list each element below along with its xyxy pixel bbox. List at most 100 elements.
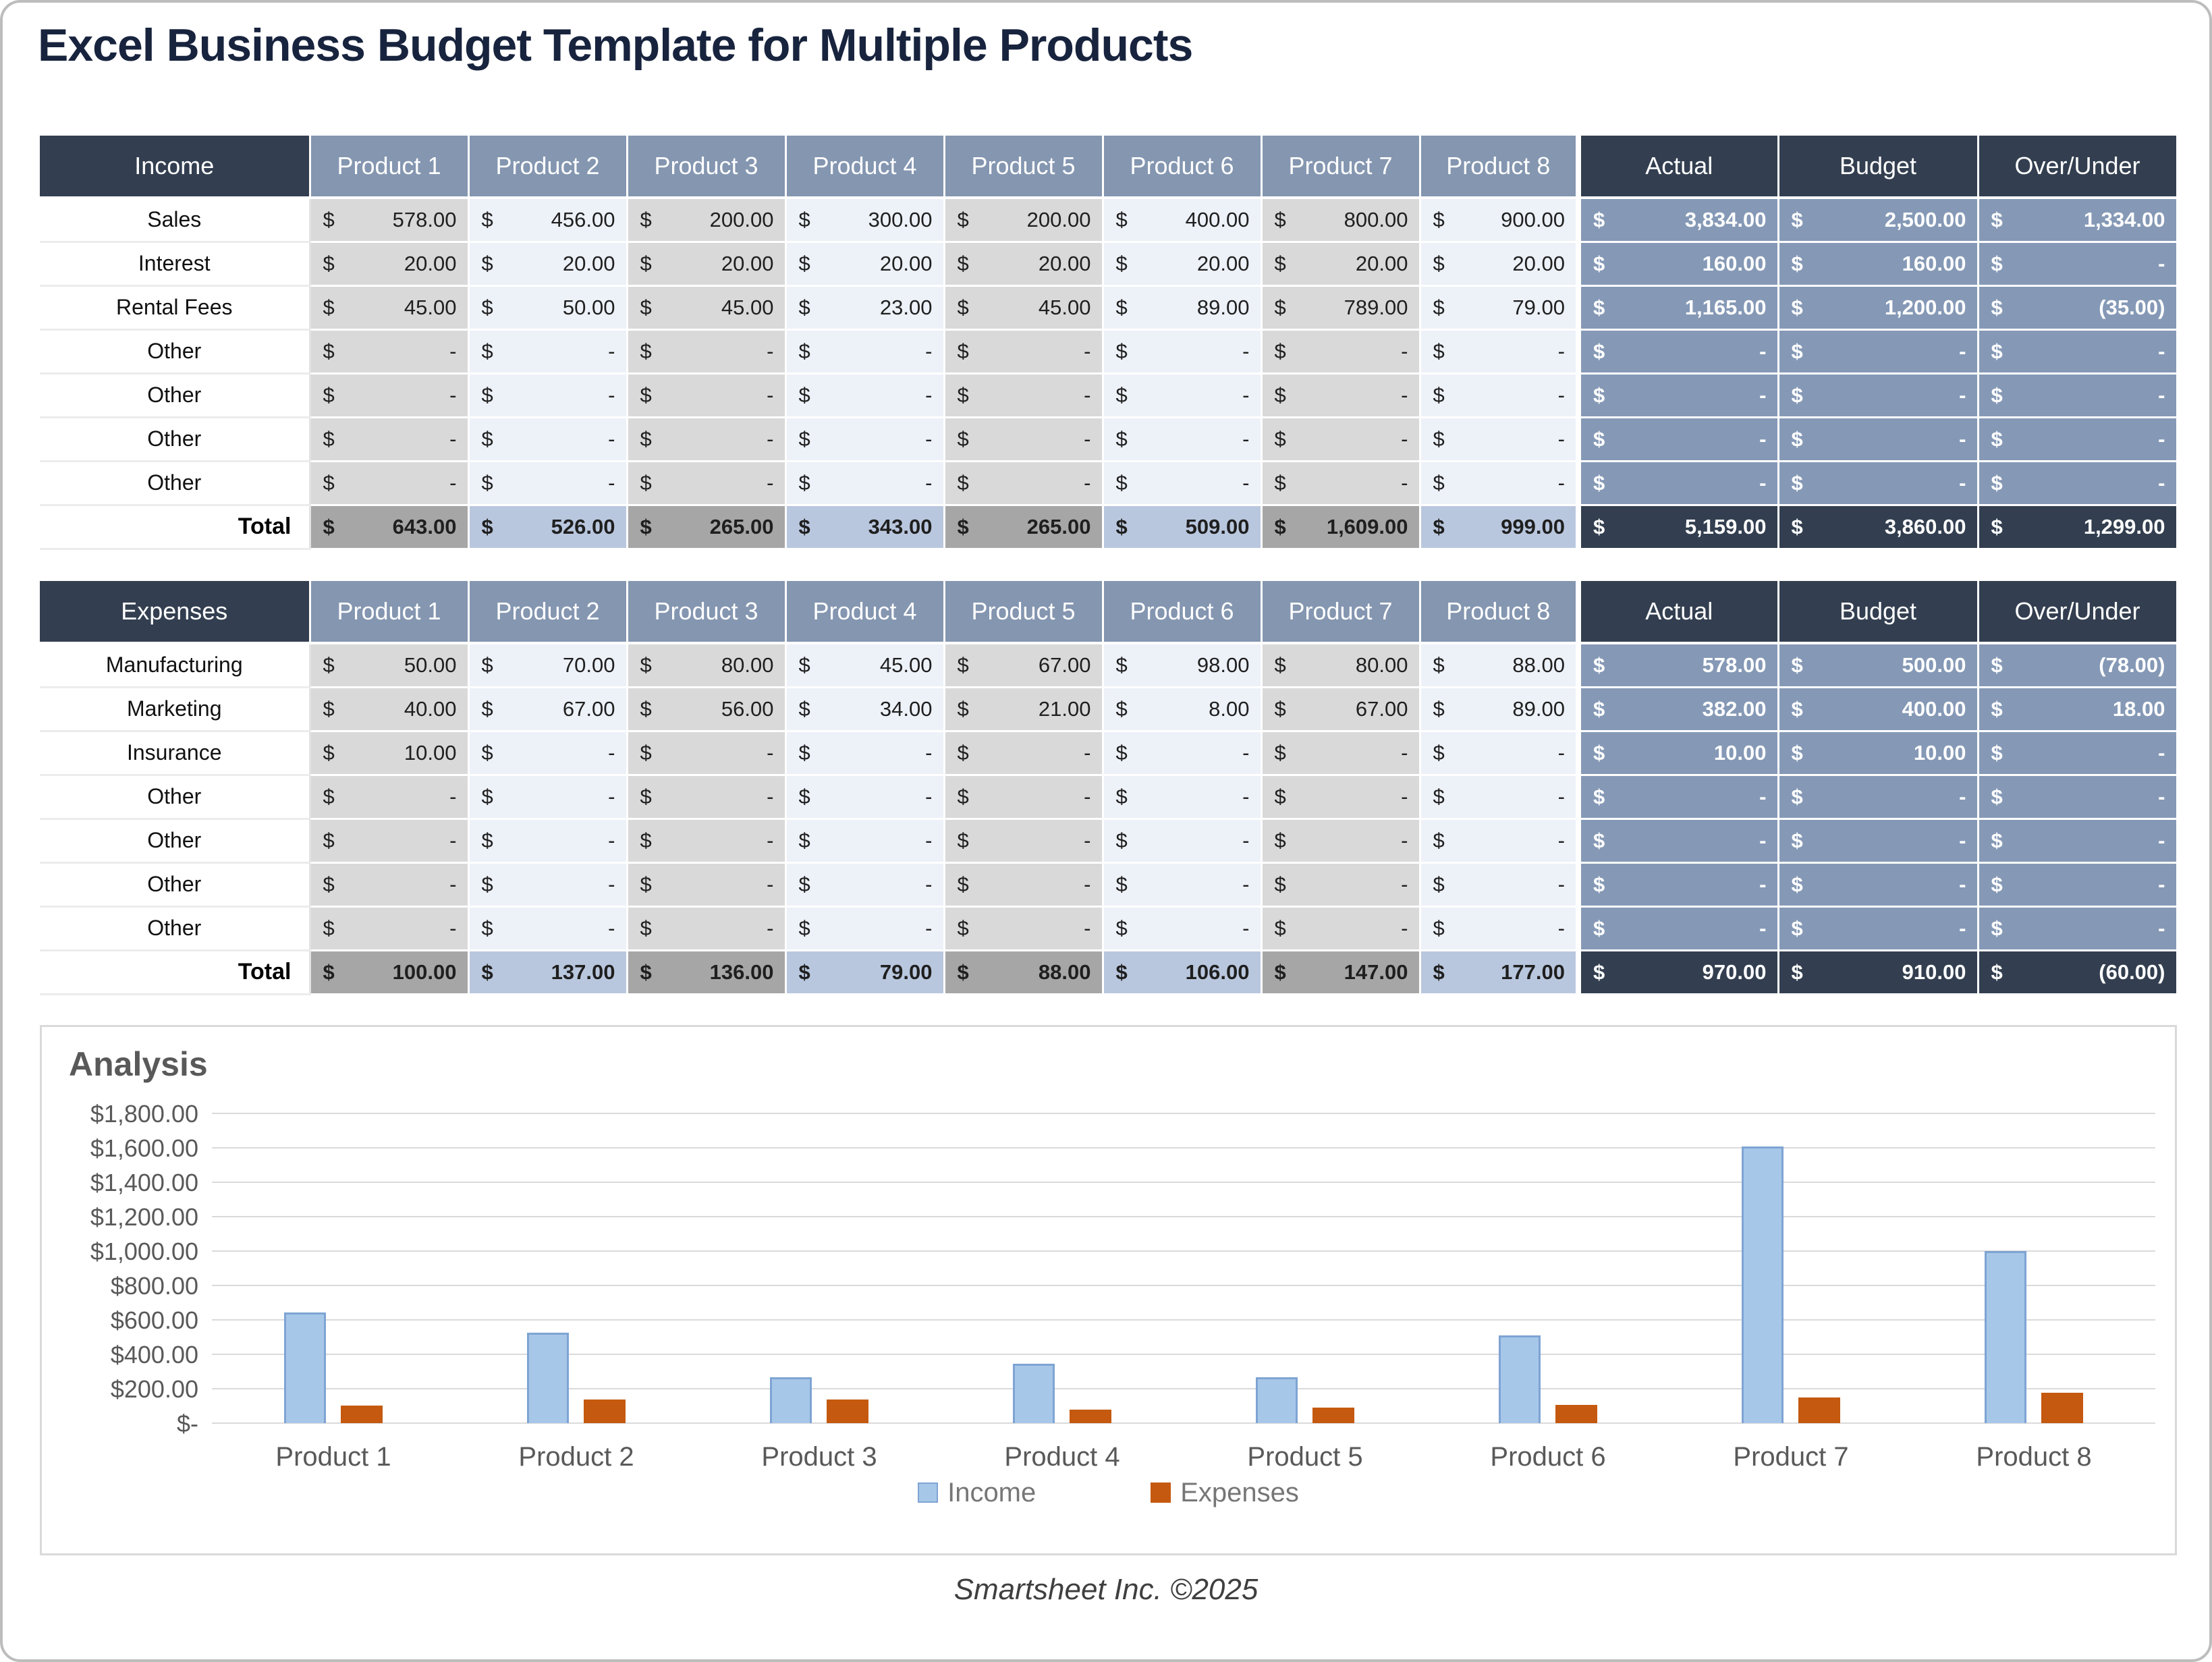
income-cell-r3-product-1[interactable]: $ - (310, 329, 470, 375)
expenses-cell-total-product-6[interactable]: $106.00 (1103, 950, 1263, 995)
income-cell-r5-over-under[interactable]: $ - (1978, 417, 2178, 462)
expenses-cell-r5-product-6[interactable]: $ - (1103, 862, 1263, 908)
expenses-cell-r5-product-7[interactable]: $ - (1261, 862, 1421, 908)
income-cell-r3-product-6[interactable]: $ - (1103, 329, 1263, 375)
income-cell-r4-product-6[interactable]: $ - (1103, 373, 1263, 418)
expenses-cell-r5-product-4[interactable]: $ - (785, 862, 945, 908)
expenses-cell-r5-product-1[interactable]: $ - (310, 862, 470, 908)
income-cell-total-product-3[interactable]: $265.00 (627, 505, 787, 550)
income-cell-r2-product-5[interactable]: $45.00 (944, 285, 1104, 331)
expenses-cell-total-product-2[interactable]: $137.00 (468, 950, 628, 995)
income-cell-total-over-under[interactable]: $1,299.00 (1978, 505, 2178, 550)
expenses-cell-r5-product-5[interactable]: $ - (944, 862, 1104, 908)
income-cell-r1-actual[interactable]: $160.00 (1576, 242, 1779, 287)
income-cell-r2-product-3[interactable]: $45.00 (627, 285, 787, 331)
expenses-cell-r3-product-7[interactable]: $ - (1261, 775, 1421, 820)
income-cell-r3-product-4[interactable]: $ - (785, 329, 945, 375)
expenses-cell-r5-product-8[interactable]: $ - (1420, 862, 1580, 908)
income-cell-r4-product-4[interactable]: $ - (785, 373, 945, 418)
expenses-cell-r1-product-8[interactable]: $89.00 (1420, 687, 1580, 732)
expenses-cell-r0-product-2[interactable]: $70.00 (468, 642, 628, 688)
income-cell-r2-product-1[interactable]: $45.00 (310, 285, 470, 331)
income-cell-r5-product-5[interactable]: $ - (944, 417, 1104, 462)
expenses-cell-r0-product-4[interactable]: $45.00 (785, 642, 945, 688)
income-cell-r4-product-2[interactable]: $ - (468, 373, 628, 418)
income-cell-r0-product-4[interactable]: $300.00 (785, 197, 945, 243)
income-cell-total-product-4[interactable]: $343.00 (785, 505, 945, 550)
expenses-cell-r1-product-7[interactable]: $67.00 (1261, 687, 1421, 732)
expenses-cell-r1-product-4[interactable]: $34.00 (785, 687, 945, 732)
income-cell-r1-product-6[interactable]: $20.00 (1103, 242, 1263, 287)
income-cell-r5-product-2[interactable]: $ - (468, 417, 628, 462)
income-cell-r2-budget[interactable]: $1,200.00 (1778, 285, 1979, 331)
expenses-cell-r2-product-6[interactable]: $ - (1103, 731, 1263, 776)
income-cell-r6-product-8[interactable]: $ - (1420, 461, 1580, 506)
expenses-cell-total-product-8[interactable]: $177.00 (1420, 950, 1580, 995)
expenses-cell-r3-budget[interactable]: $ - (1778, 775, 1979, 820)
income-cell-r1-product-2[interactable]: $20.00 (468, 242, 628, 287)
expenses-cell-r3-over-under[interactable]: $ - (1978, 775, 2178, 820)
expenses-cell-r5-product-2[interactable]: $ - (468, 862, 628, 908)
expenses-cell-r6-product-3[interactable]: $ - (627, 906, 787, 951)
income-cell-r4-product-8[interactable]: $ - (1420, 373, 1580, 418)
expenses-cell-r2-actual[interactable]: $10.00 (1576, 731, 1779, 776)
expenses-cell-r0-product-6[interactable]: $98.00 (1103, 642, 1263, 688)
income-cell-r2-actual[interactable]: $1,165.00 (1576, 285, 1779, 331)
expenses-cell-r6-product-5[interactable]: $ - (944, 906, 1104, 951)
income-cell-r0-product-8[interactable]: $900.00 (1420, 197, 1580, 243)
expenses-cell-r3-product-3[interactable]: $ - (627, 775, 787, 820)
income-cell-r0-product-7[interactable]: $800.00 (1261, 197, 1421, 243)
expenses-cell-r4-product-4[interactable]: $ - (785, 819, 945, 864)
expenses-cell-r6-product-8[interactable]: $ - (1420, 906, 1580, 951)
expenses-cell-r1-product-3[interactable]: $56.00 (627, 687, 787, 732)
income-cell-r1-product-5[interactable]: $20.00 (944, 242, 1104, 287)
expenses-cell-r1-product-1[interactable]: $40.00 (310, 687, 470, 732)
income-cell-total-product-6[interactable]: $509.00 (1103, 505, 1263, 550)
income-cell-r4-budget[interactable]: $ - (1778, 373, 1979, 418)
expenses-cell-r4-product-7[interactable]: $ - (1261, 819, 1421, 864)
income-cell-total-product-5[interactable]: $265.00 (944, 505, 1104, 550)
income-cell-r1-over-under[interactable]: $ - (1978, 242, 2178, 287)
expenses-cell-r6-product-2[interactable]: $ - (468, 906, 628, 951)
expenses-cell-total-over-under[interactable]: $ (60.00) (1978, 950, 2178, 995)
income-cell-r4-product-1[interactable]: $ - (310, 373, 470, 418)
income-cell-r0-product-1[interactable]: $578.00 (310, 197, 470, 243)
income-cell-r6-product-2[interactable]: $ - (468, 461, 628, 506)
income-cell-r0-product-3[interactable]: $200.00 (627, 197, 787, 243)
expenses-cell-r2-product-4[interactable]: $ - (785, 731, 945, 776)
expenses-cell-r4-product-3[interactable]: $ - (627, 819, 787, 864)
income-cell-r1-product-4[interactable]: $20.00 (785, 242, 945, 287)
income-cell-r5-product-3[interactable]: $ - (627, 417, 787, 462)
expenses-cell-r3-product-2[interactable]: $ - (468, 775, 628, 820)
expenses-cell-r6-over-under[interactable]: $ - (1978, 906, 2178, 951)
income-cell-r1-product-3[interactable]: $20.00 (627, 242, 787, 287)
income-cell-r0-budget[interactable]: $2,500.00 (1778, 197, 1979, 243)
income-cell-r2-product-2[interactable]: $50.00 (468, 285, 628, 331)
expenses-cell-r5-over-under[interactable]: $ - (1978, 862, 2178, 908)
income-cell-r1-product-1[interactable]: $20.00 (310, 242, 470, 287)
income-cell-r3-product-2[interactable]: $ - (468, 329, 628, 375)
income-cell-r5-product-8[interactable]: $ - (1420, 417, 1580, 462)
income-cell-r6-product-3[interactable]: $ - (627, 461, 787, 506)
income-cell-total-product-2[interactable]: $526.00 (468, 505, 628, 550)
expenses-cell-total-product-4[interactable]: $79.00 (785, 950, 945, 995)
income-cell-r0-over-under[interactable]: $1,334.00 (1978, 197, 2178, 243)
income-cell-r5-actual[interactable]: $ - (1576, 417, 1779, 462)
income-cell-r6-budget[interactable]: $ - (1778, 461, 1979, 506)
income-cell-r6-over-under[interactable]: $ - (1978, 461, 2178, 506)
expenses-cell-r4-product-1[interactable]: $ - (310, 819, 470, 864)
income-cell-r3-product-8[interactable]: $ - (1420, 329, 1580, 375)
expenses-cell-r6-product-4[interactable]: $ - (785, 906, 945, 951)
expenses-cell-r3-product-5[interactable]: $ - (944, 775, 1104, 820)
expenses-cell-r4-budget[interactable]: $ - (1778, 819, 1979, 864)
expenses-cell-r2-product-8[interactable]: $ - (1420, 731, 1580, 776)
income-cell-r6-product-1[interactable]: $ - (310, 461, 470, 506)
income-cell-r2-over-under[interactable]: $ (35.00) (1978, 285, 2178, 331)
expenses-cell-r0-product-7[interactable]: $80.00 (1261, 642, 1421, 688)
income-cell-r3-product-5[interactable]: $ - (944, 329, 1104, 375)
income-cell-r4-over-under[interactable]: $ - (1978, 373, 2178, 418)
income-cell-r1-budget[interactable]: $160.00 (1778, 242, 1979, 287)
income-cell-r4-actual[interactable]: $ - (1576, 373, 1779, 418)
income-cell-r5-budget[interactable]: $ - (1778, 417, 1979, 462)
expenses-cell-r4-product-6[interactable]: $ - (1103, 819, 1263, 864)
